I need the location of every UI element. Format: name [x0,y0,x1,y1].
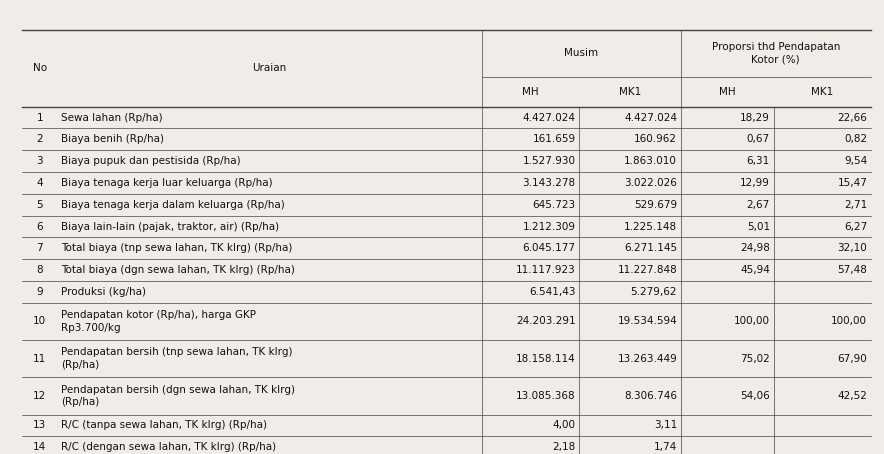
Text: 54,06: 54,06 [740,391,770,401]
Text: 1.225.148: 1.225.148 [624,222,677,232]
Text: 6,31: 6,31 [747,156,770,166]
Text: Biaya lain-lain (pajak, traktor, air) (Rp/ha): Biaya lain-lain (pajak, traktor, air) (R… [61,222,279,232]
Text: 14: 14 [34,442,46,452]
Text: 5.279,62: 5.279,62 [630,287,677,297]
Text: 3,11: 3,11 [654,420,677,430]
Text: 1,74: 1,74 [654,442,677,452]
Text: 5: 5 [36,200,43,210]
Text: MH: MH [522,87,538,97]
Text: 10: 10 [34,316,46,326]
Text: 22,66: 22,66 [837,113,867,123]
Text: 42,52: 42,52 [837,391,867,401]
Text: 9,54: 9,54 [844,156,867,166]
Text: 6.541,43: 6.541,43 [529,287,575,297]
Text: 6.045.177: 6.045.177 [522,243,575,253]
Text: 57,48: 57,48 [837,265,867,275]
Text: Biaya pupuk dan pestisida (Rp/ha): Biaya pupuk dan pestisida (Rp/ha) [61,156,240,166]
Text: 161.659: 161.659 [532,134,575,144]
Text: 15,47: 15,47 [837,178,867,188]
Text: 4.427.024: 4.427.024 [522,113,575,123]
Text: MK1: MK1 [811,87,834,97]
Text: 12: 12 [34,391,46,401]
Text: 645.723: 645.723 [532,200,575,210]
Text: 3: 3 [36,156,43,166]
Text: 2: 2 [36,134,43,144]
Text: 8: 8 [36,265,43,275]
Text: Pendapatan bersih (tnp sewa lahan, TK klrg)
(Rp/ha): Pendapatan bersih (tnp sewa lahan, TK kl… [61,347,293,370]
Text: 13.085.368: 13.085.368 [516,391,575,401]
Text: 100,00: 100,00 [734,316,770,326]
Text: 11.227.848: 11.227.848 [617,265,677,275]
Text: 100,00: 100,00 [831,316,867,326]
Text: Produksi (kg/ha): Produksi (kg/ha) [61,287,146,297]
Text: 9: 9 [36,287,43,297]
Text: No: No [33,63,47,73]
Text: 4: 4 [36,178,43,188]
Text: 3.022.026: 3.022.026 [624,178,677,188]
Text: Proporsi thd Pendapatan
Kotor (%): Proporsi thd Pendapatan Kotor (%) [712,42,840,64]
Text: 7: 7 [36,243,43,253]
Text: Sewa lahan (Rp/ha): Sewa lahan (Rp/ha) [61,113,163,123]
Text: Total biaya (dgn sewa lahan, TK klrg) (Rp/ha): Total biaya (dgn sewa lahan, TK klrg) (R… [61,265,295,275]
Text: 2,71: 2,71 [844,200,867,210]
Text: 45,94: 45,94 [740,265,770,275]
Text: 8.306.746: 8.306.746 [624,391,677,401]
Text: 18.158.114: 18.158.114 [515,354,575,364]
Text: 32,10: 32,10 [837,243,867,253]
Text: Uraian: Uraian [253,63,286,73]
Text: 1.527.930: 1.527.930 [522,156,575,166]
Text: 67,90: 67,90 [837,354,867,364]
Text: 4.427.024: 4.427.024 [624,113,677,123]
Text: 13: 13 [34,420,46,430]
Text: 24,98: 24,98 [740,243,770,253]
Text: 3.143.278: 3.143.278 [522,178,575,188]
Text: Biaya tenaga kerja luar keluarga (Rp/ha): Biaya tenaga kerja luar keluarga (Rp/ha) [61,178,272,188]
Text: Biaya tenaga kerja dalam keluarga (Rp/ha): Biaya tenaga kerja dalam keluarga (Rp/ha… [61,200,285,210]
Text: 1: 1 [36,113,43,123]
Text: 18,29: 18,29 [740,113,770,123]
Text: 2,18: 2,18 [552,442,575,452]
Text: 1.863.010: 1.863.010 [624,156,677,166]
Text: 12,99: 12,99 [740,178,770,188]
Text: 529.679: 529.679 [634,200,677,210]
Text: 5,01: 5,01 [747,222,770,232]
Text: 13.263.449: 13.263.449 [617,354,677,364]
Text: 11: 11 [34,354,46,364]
Text: 6,27: 6,27 [844,222,867,232]
Text: 6: 6 [36,222,43,232]
Text: Musim: Musim [564,48,598,59]
Text: Pendapatan kotor (Rp/ha), harga GKP
Rp3.700/kg: Pendapatan kotor (Rp/ha), harga GKP Rp3.… [61,310,256,333]
Text: 11.117.923: 11.117.923 [515,265,575,275]
Text: 1.212.309: 1.212.309 [522,222,575,232]
Text: 0,67: 0,67 [747,134,770,144]
Text: 75,02: 75,02 [740,354,770,364]
Text: 19.534.594: 19.534.594 [617,316,677,326]
Text: 4,00: 4,00 [552,420,575,430]
Text: Total biaya (tnp sewa lahan, TK klrg) (Rp/ha): Total biaya (tnp sewa lahan, TK klrg) (R… [61,243,293,253]
Text: MK1: MK1 [619,87,641,97]
Text: 0,82: 0,82 [844,134,867,144]
Text: MH: MH [719,87,735,97]
Text: 6.271.145: 6.271.145 [624,243,677,253]
Text: Biaya benih (Rp/ha): Biaya benih (Rp/ha) [61,134,164,144]
Text: Pendapatan bersih (dgn sewa lahan, TK klrg)
(Rp/ha): Pendapatan bersih (dgn sewa lahan, TK kl… [61,385,295,407]
Text: R/C (dengan sewa lahan, TK klrg) (Rp/ha): R/C (dengan sewa lahan, TK klrg) (Rp/ha) [61,442,276,452]
Text: 2,67: 2,67 [747,200,770,210]
Text: 160.962: 160.962 [634,134,677,144]
Text: 24.203.291: 24.203.291 [516,316,575,326]
Text: R/C (tanpa sewa lahan, TK klrg) (Rp/ha): R/C (tanpa sewa lahan, TK klrg) (Rp/ha) [61,420,267,430]
